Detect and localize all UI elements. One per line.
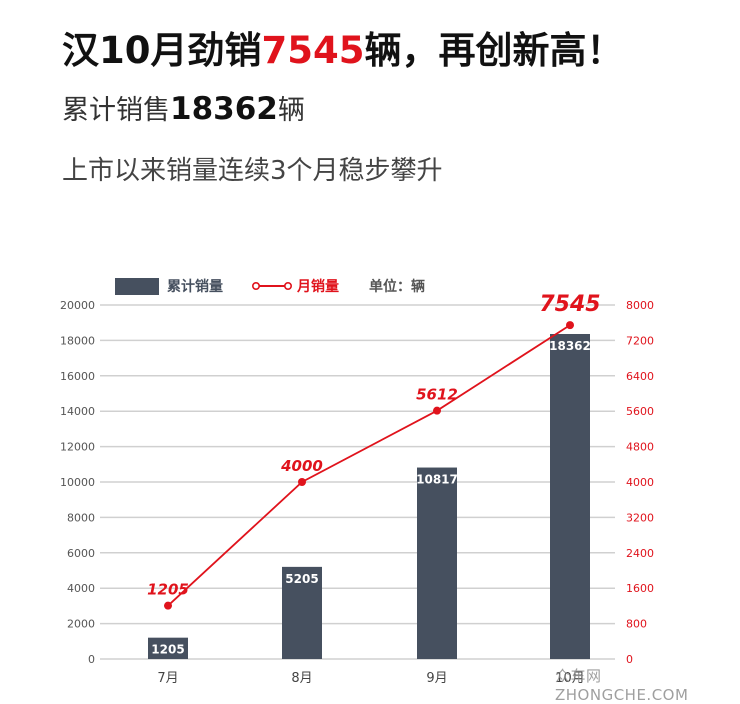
bar: [148, 637, 188, 659]
x-axis-label: 10月: [555, 671, 585, 686]
bar-legend-label: 累计销量: [167, 279, 223, 295]
line-value-label: 5612: [416, 386, 458, 404]
chart-legend: 累计销量 月销量 单位：辆: [115, 275, 425, 297]
bar-value-label: 10817: [416, 473, 458, 487]
bar-legend-swatch: [115, 277, 159, 295]
left-axis-tick: 6000: [67, 547, 95, 560]
line-point: [566, 321, 574, 330]
left-axis-tick: 12000: [60, 441, 95, 454]
left-axis-tick: 8000: [67, 511, 95, 524]
right-axis-tick: 4800: [626, 441, 654, 454]
right-axis-tick: 5600: [626, 405, 654, 418]
subtitle-value: 18362: [170, 91, 278, 127]
right-axis-tick: 4000: [626, 476, 654, 489]
left-axis-tick: 18000: [60, 334, 95, 347]
x-axis-label: 9月: [426, 671, 447, 686]
left-axis-tick: 2000: [67, 618, 95, 631]
bar-value-label: 18362: [549, 339, 591, 353]
right-axis-tick: 0: [626, 653, 633, 666]
watermark: 众车网 ZHONGCHE.COM: [555, 667, 689, 704]
right-axis-tick: 3200: [626, 511, 654, 524]
line-value-label: 4000: [280, 457, 323, 475]
left-axis-tick: 14000: [60, 405, 95, 418]
left-axis-tick: 20000: [60, 299, 95, 312]
right-axis-tick: 1600: [626, 582, 654, 595]
line-point: [298, 478, 306, 486]
cumulative-sales-subtitle: 累计销售18362辆: [62, 88, 305, 127]
right-axis-tick: 800: [626, 618, 647, 631]
monthly-sales-line: [167, 324, 571, 607]
x-axis-label: 8月: [291, 671, 312, 686]
line-point: [164, 601, 172, 610]
right-axis-tick: 6400: [626, 370, 654, 383]
left-axis-tick: 10000: [60, 476, 95, 489]
subtitle-suffix: 辆: [277, 95, 305, 126]
bar: [282, 566, 322, 659]
line-value-label: 7545: [539, 292, 600, 317]
bar-value-label: 1205: [151, 643, 184, 657]
line-value-label: 1205: [147, 581, 189, 599]
line-legend-icon: [251, 281, 292, 291]
right-axis-tick: 8000: [626, 299, 654, 312]
left-axis-tick: 4000: [67, 582, 95, 595]
line-legend-label: 月销量: [297, 279, 339, 295]
headline-suffix: 辆，再创新高！: [364, 29, 624, 72]
bar: [417, 467, 457, 659]
headline-prefix: 汉10月劲销: [62, 29, 262, 72]
unit-label: 单位：辆: [369, 279, 425, 295]
right-axis-tick: 7200: [626, 334, 654, 347]
bar: [550, 333, 590, 659]
tagline: 上市以来销量连续3个月稳步攀升: [62, 156, 443, 186]
bar-value-label: 5205: [285, 572, 318, 586]
x-axis-label: 7月: [157, 671, 178, 686]
headline-highlight-number: 7545: [261, 29, 365, 72]
right-axis-tick: 2400: [626, 547, 654, 560]
line-point: [433, 406, 441, 415]
left-axis-tick: 0: [88, 653, 95, 666]
left-axis-tick: 16000: [60, 370, 95, 383]
subtitle-prefix: 累计销售: [62, 95, 170, 126]
headline: 汉10月劲销7545辆，再创新高！: [62, 20, 623, 74]
